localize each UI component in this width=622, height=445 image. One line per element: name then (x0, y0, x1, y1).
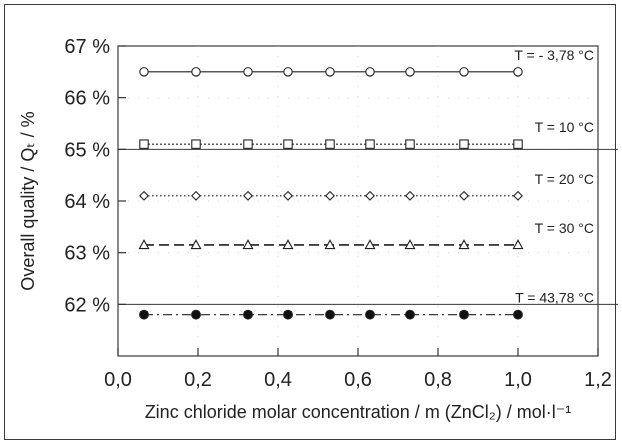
data-point-circle (325, 67, 335, 77)
data-point-square (365, 139, 375, 149)
data-point-circle (513, 67, 523, 77)
y-tick-label: 63 % (64, 243, 110, 265)
series-label: T = 10 °C (535, 119, 594, 135)
data-point-square (325, 139, 335, 149)
series-label: T = - 3,78 °C (514, 47, 594, 63)
y-tick-label: 67 % (64, 36, 110, 58)
data-point-triangle (324, 239, 336, 250)
x-axis-label: Zinc chloride molar concentration / m (Z… (145, 402, 572, 422)
data-point-filled-circle (139, 309, 149, 320)
data-point-triangle (404, 239, 416, 250)
data-point-triangle (138, 239, 150, 250)
data-point-diamond (365, 190, 375, 201)
data-point-square (459, 139, 469, 149)
x-tick-label: 0,6 (344, 369, 372, 391)
series-5 (139, 309, 523, 320)
data-point-filled-circle (459, 309, 469, 320)
data-point-triangle (242, 239, 254, 250)
data-point-circle (365, 67, 375, 77)
series-3 (139, 190, 523, 201)
data-point-filled-circle (405, 309, 415, 320)
data-point-filled-circle (243, 309, 253, 320)
data-point-circle (191, 67, 201, 77)
data-point-triangle (364, 239, 376, 250)
data-point-triangle (190, 239, 202, 250)
data-point-filled-circle (191, 309, 201, 320)
data-point-triangle (512, 239, 524, 250)
x-tick-label: 0,8 (424, 369, 452, 391)
series-label: T = 30 °C (535, 220, 594, 236)
y-tick-label: 62 % (64, 294, 110, 316)
data-point-square (139, 139, 149, 149)
data-point-circle (405, 67, 415, 77)
data-point-circle (139, 67, 149, 77)
y-tick-label: 64 % (64, 191, 110, 213)
data-point-filled-circle (365, 309, 375, 320)
series-label: T = 20 °C (535, 171, 594, 187)
data-point-diamond (405, 190, 415, 201)
series-labels: T = - 3,78 °C T = 10 °C T = 20 °C T = 30 °C… (514, 47, 594, 306)
data-point-circle (243, 67, 253, 77)
series-1 (139, 67, 523, 77)
x-tick-label: 1,2 (584, 369, 612, 391)
x-tick-label: 0,0 (104, 369, 132, 391)
series-group (138, 67, 524, 320)
data-point-square (191, 139, 201, 149)
series-2 (139, 139, 523, 149)
data-point-circle (283, 67, 293, 77)
data-point-filled-circle (513, 309, 523, 320)
data-point-circle (459, 67, 469, 77)
data-point-filled-circle (283, 309, 293, 320)
data-point-square (283, 139, 293, 149)
axis-ticks: 62 % 63 % 64 % 65 % 66 % 67 % 0,0 0,2 0,4 0,6 0,8 1… (64, 36, 612, 391)
data-point-square (243, 139, 253, 149)
data-point-diamond (513, 190, 523, 201)
data-point-square (513, 139, 523, 149)
x-tick-label: 0,4 (264, 369, 292, 391)
x-tick-label: 0,2 (184, 369, 212, 391)
data-point-square (405, 139, 415, 149)
reference-lines (118, 148, 618, 305)
y-tick-label: 65 % (64, 139, 110, 161)
data-point-triangle (282, 239, 294, 250)
data-point-diamond (325, 190, 335, 201)
data-point-diamond (191, 190, 201, 201)
series-label: T = 43,78 °C (515, 290, 594, 306)
data-point-diamond (459, 190, 469, 201)
data-point-diamond (139, 190, 149, 201)
data-point-triangle (458, 239, 470, 250)
data-point-filled-circle (325, 309, 335, 320)
data-point-diamond (243, 190, 253, 201)
data-point-diamond (283, 190, 293, 201)
y-tick-label: 66 % (64, 88, 110, 110)
y-axis-label: Overall quality / Qₜ / % (18, 111, 38, 290)
x-tick-label: 1,0 (504, 369, 532, 391)
series-4 (138, 239, 524, 250)
